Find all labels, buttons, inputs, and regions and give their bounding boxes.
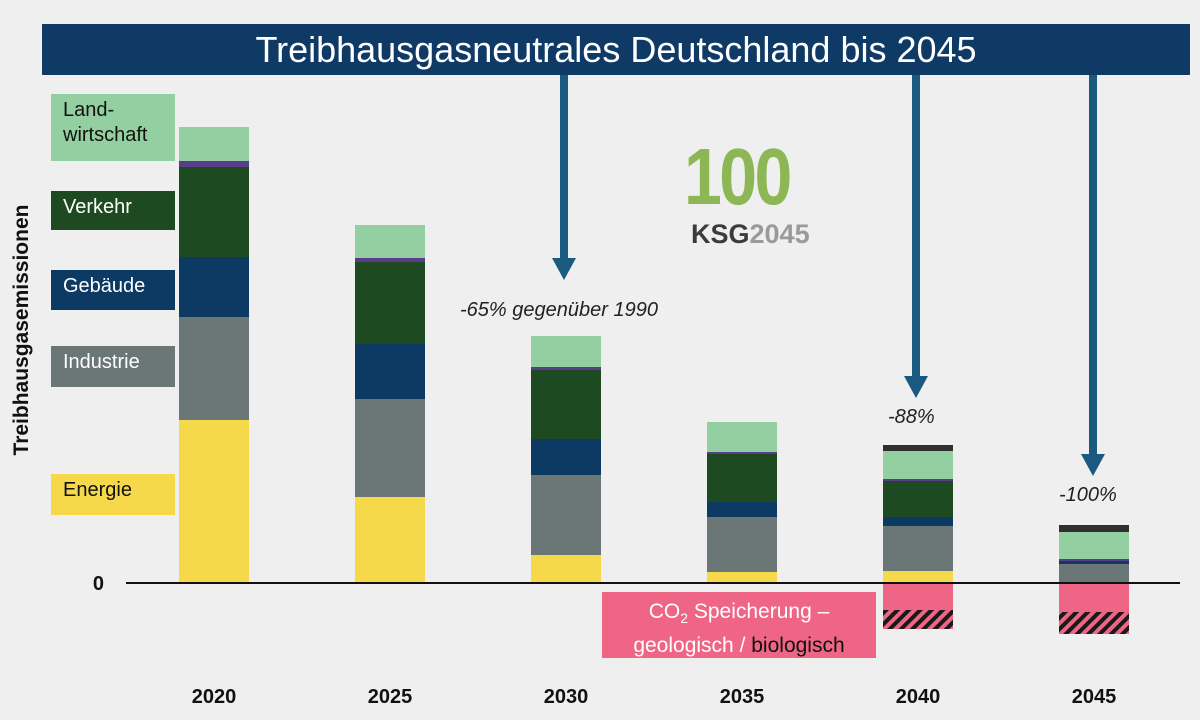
x-tick-2040: 2040 — [896, 686, 941, 708]
bar-2020-geb-ude — [179, 257, 249, 317]
x-tick-2025: 2025 — [368, 686, 413, 708]
legend-gebaeude: Gebäude — [51, 270, 175, 310]
ksg-logo-text: KSG2045 — [691, 220, 810, 248]
bar-2040-landwirtschaft — [883, 451, 953, 479]
bar-2040-co2-speicherung-geologisch — [883, 583, 953, 610]
legend-verkehr: Verkehr — [51, 191, 175, 230]
bar-2045-industrie — [1059, 564, 1129, 583]
bar-2045-co2-speicherung-geologisch — [1059, 583, 1129, 612]
co2-storage-line2: geologisch / biologisch — [633, 634, 845, 658]
bar-2030-verkehr — [531, 370, 601, 439]
legend-industrie: Industrie — [51, 346, 175, 387]
bar-2045-geb-ude — [1059, 561, 1129, 564]
bar-2020-industrie — [179, 317, 249, 420]
legend-label-landwirtschaft: Land- wirtschaft — [63, 99, 148, 146]
x-tick-2035: 2035 — [720, 686, 765, 708]
co2-storage-label: CO2 Speicherung – geologisch / biologisc… — [602, 592, 876, 658]
bar-2035-landwirtschaft — [707, 422, 777, 452]
arrow-2040 — [904, 72, 928, 398]
bar-2035-geb-ude — [707, 502, 777, 517]
legend-label-energie: Energie — [63, 479, 132, 501]
ksg-logo-year: 2045 — [749, 219, 810, 249]
arrow-2045 — [1081, 62, 1105, 476]
bar-2030-energie — [531, 555, 601, 583]
co2-storage-line1: CO2 Speicherung – — [648, 600, 830, 627]
bar-2035-verkehr — [707, 454, 777, 502]
bar-2030-sonstige — [531, 367, 601, 370]
bar-2040-industrie — [883, 526, 953, 571]
bar-2040-verkehr — [883, 481, 953, 517]
bar-2030-geb-ude — [531, 439, 601, 475]
bar-2040-energie — [883, 571, 953, 583]
annotation-2030: -65% gegenüber 1990 — [460, 299, 658, 321]
legend-label-gebaeude: Gebäude — [63, 275, 146, 297]
bar-2025-landwirtschaft — [355, 225, 425, 258]
bar-2025-verkehr — [355, 262, 425, 344]
annotation-2045: -100% — [1059, 484, 1117, 506]
bar-2040-sonstige — [883, 479, 953, 481]
bar-2045--brige — [1059, 525, 1129, 532]
legend-label-verkehr: Verkehr — [63, 196, 132, 218]
x-tick-2020: 2020 — [192, 686, 237, 708]
bar-2020-verkehr — [179, 167, 249, 257]
bar-2045-sonstige — [1059, 559, 1129, 561]
bar-2040-geb-ude — [883, 517, 953, 526]
legend-landwirtschaft: Land- wirtschaft — [51, 94, 175, 161]
bar-2025-industrie — [355, 399, 425, 497]
bar-2020-landwirtschaft — [179, 127, 249, 161]
bar-2030-landwirtschaft — [531, 336, 601, 367]
bar-2045-landwirtschaft — [1059, 532, 1129, 559]
legend-energie: Energie — [51, 474, 175, 515]
bar-2025-geb-ude — [355, 344, 425, 399]
y-axis-label: Treibhausgasemissionen — [10, 204, 33, 456]
ksg-logo-ksg: KSG — [691, 219, 750, 249]
bar-2020-energie — [179, 420, 249, 583]
bar-2035-sonstige — [707, 452, 777, 454]
legend-label-industrie: Industrie — [63, 351, 140, 373]
bar-2040-co2-speicherung-biologisch — [883, 610, 953, 629]
bar-2035-industrie — [707, 517, 777, 572]
arrow-2030 — [552, 72, 576, 280]
bar-2035-energie — [707, 572, 777, 583]
bar-2025-sonstige — [355, 258, 425, 262]
y-zero-label: 0 — [93, 573, 104, 595]
chart-title: Treibhausgasneutrales Deutschland bis 20… — [42, 24, 1190, 75]
bar-2030-industrie — [531, 475, 601, 555]
bar-2020-sonstige — [179, 161, 249, 167]
x-tick-2045: 2045 — [1072, 686, 1117, 708]
annotation-2040: -88% — [888, 406, 935, 428]
bar-2045-co2-speicherung-biologisch — [1059, 612, 1129, 634]
bar-2040--brige — [883, 445, 953, 451]
ksg-logo-number: 100 — [684, 132, 792, 221]
bar-2025-energie — [355, 497, 425, 583]
x-tick-2030: 2030 — [544, 686, 589, 708]
